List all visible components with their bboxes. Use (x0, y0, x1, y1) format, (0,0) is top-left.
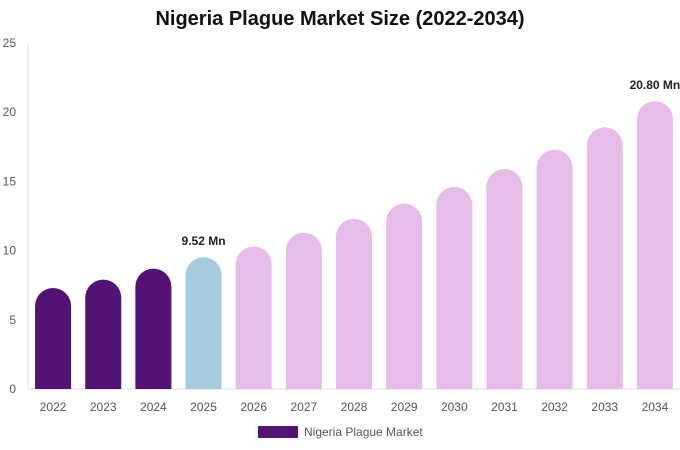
y-tick-label: 10 (3, 244, 17, 258)
y-tick-label: 5 (9, 313, 16, 327)
x-tick-label: 2024 (140, 400, 167, 414)
bar-2025 (185, 257, 222, 389)
x-tick-label: 2027 (290, 400, 317, 414)
bar-2031 (486, 168, 523, 389)
x-tick-label: 2034 (642, 400, 669, 414)
x-tick-label: 2028 (341, 400, 368, 414)
bar-2022 (35, 287, 72, 389)
x-tick-label: 2031 (491, 400, 518, 414)
x-tick-label: 2025 (190, 400, 217, 414)
y-tick-label: 15 (3, 174, 17, 188)
bar-2023 (85, 279, 122, 389)
x-tick-label: 2029 (391, 400, 418, 414)
bar-2026 (235, 246, 272, 389)
legend: Nigeria Plague Market (258, 425, 423, 439)
x-tick-label: 2026 (240, 400, 267, 414)
data-label-2034: 20.80 Mn (630, 78, 680, 92)
y-tick-label: 20 (3, 105, 17, 119)
x-tick-label: 2022 (40, 400, 67, 414)
x-tick-label: 2023 (90, 400, 117, 414)
bar-2030 (436, 186, 473, 389)
bar-2028 (336, 218, 372, 389)
chart-title: Nigeria Plague Market Size (2022-2034) (155, 8, 525, 30)
bar-2027 (285, 232, 322, 389)
y-tick-label: 0 (9, 382, 16, 396)
bar-2033 (586, 127, 623, 389)
y-tick-label: 25 (3, 36, 17, 50)
bar-2029 (386, 203, 423, 389)
legend-swatch (258, 426, 298, 438)
x-tick-label: 2033 (591, 400, 618, 414)
x-tick-label: 2032 (541, 400, 568, 414)
data-label-2025: 9.52 Mn (182, 234, 226, 248)
bar-2034 (636, 101, 673, 390)
legend-label: Nigeria Plague Market (304, 425, 423, 439)
bar-2032 (536, 149, 573, 389)
x-tick-label: 2030 (441, 400, 468, 414)
bar-2024 (135, 268, 172, 389)
